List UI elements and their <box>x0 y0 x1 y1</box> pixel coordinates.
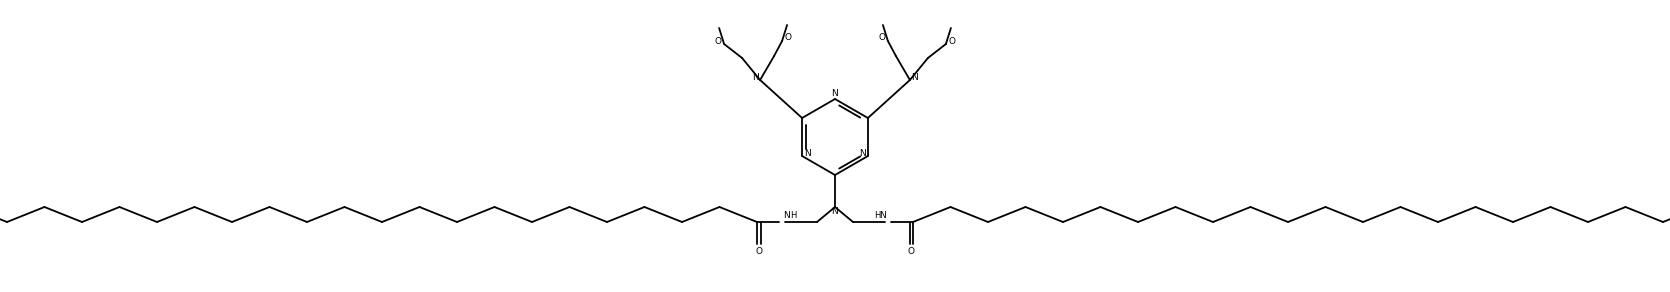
Text: O: O <box>785 34 792 43</box>
Text: N: N <box>832 208 838 216</box>
Text: N: N <box>880 211 887 220</box>
Text: O: O <box>908 246 915 256</box>
Text: N: N <box>803 149 810 157</box>
Text: O: O <box>878 34 885 43</box>
Text: H: H <box>873 211 880 220</box>
Text: N: N <box>752 74 758 83</box>
Text: H: H <box>790 211 797 220</box>
Text: O: O <box>715 37 721 46</box>
Text: O: O <box>755 246 762 256</box>
Text: N: N <box>860 149 867 157</box>
Text: O: O <box>949 37 955 46</box>
Text: N: N <box>832 90 838 98</box>
Text: N: N <box>783 211 790 220</box>
Text: N: N <box>912 74 918 83</box>
